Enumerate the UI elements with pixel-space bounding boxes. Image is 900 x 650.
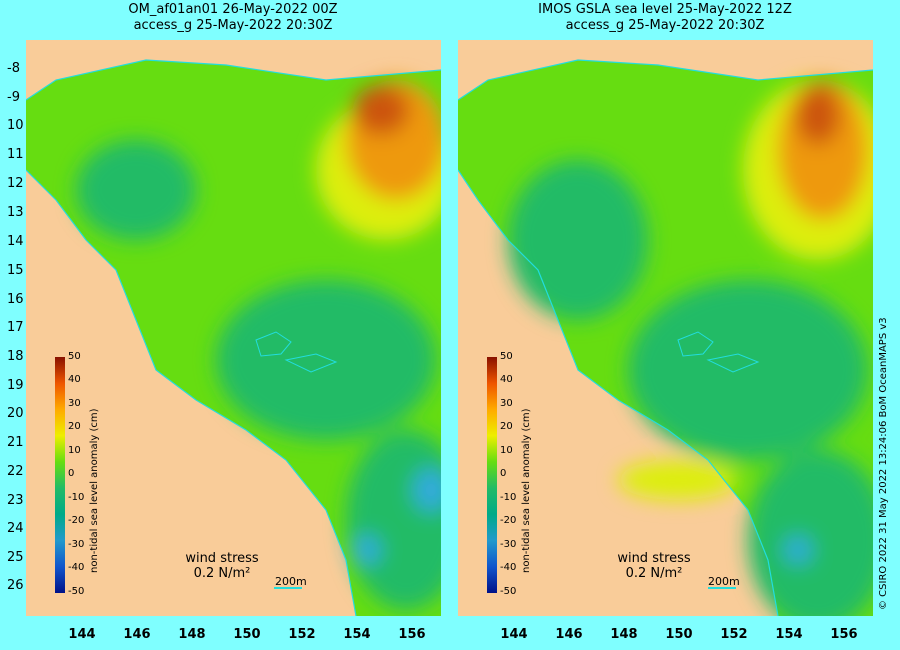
blue-anomaly xyxy=(784,536,812,564)
y-tick: 15 xyxy=(7,263,24,278)
teal-anomaly xyxy=(216,280,436,440)
left-map xyxy=(26,40,441,616)
colorbar-tick: 0 xyxy=(68,468,75,479)
y-tick: 10 xyxy=(7,118,24,133)
colorbar-tick: 50 xyxy=(68,351,81,362)
colorbar-tick: -20 xyxy=(500,515,517,526)
y-tick: 23 xyxy=(7,493,24,508)
colorbar-tick: -30 xyxy=(68,539,85,550)
colorbar-tick: -30 xyxy=(500,539,517,550)
colorbar-tick: 30 xyxy=(68,398,81,409)
y-tick: 22 xyxy=(7,464,24,479)
scale-bar xyxy=(274,587,302,589)
colorbar-tick: 20 xyxy=(500,421,513,432)
y-tick: 26 xyxy=(7,578,24,593)
colorbar-tick: 10 xyxy=(68,445,81,456)
x-tick: 148 xyxy=(610,627,638,642)
teal-anomaly xyxy=(508,160,648,320)
colorbar-tick: 30 xyxy=(500,398,513,409)
left-title: OM_af01an01 26-May-2022 00Z access_g 25-… xyxy=(33,2,433,34)
x-tick: 144 xyxy=(500,627,528,642)
y-tick: 24 xyxy=(7,521,24,536)
colorbar-tick: 0 xyxy=(500,468,507,479)
y-tick: 20 xyxy=(7,406,24,421)
colorbar-label: non-tidal sea level anomaly (cm) xyxy=(521,408,532,573)
right-title-line2: access_g 25-May-2022 20:30Z xyxy=(565,18,765,33)
colorbar-tick: -50 xyxy=(500,586,517,597)
colorbar-tick: -40 xyxy=(68,562,85,573)
left-title-line2: access_g 25-May-2022 20:30Z xyxy=(133,18,333,33)
colorbar-tick: 40 xyxy=(68,374,81,385)
y-tick: 19 xyxy=(7,378,24,393)
red-anomaly xyxy=(796,85,840,145)
y-tick: 16 xyxy=(7,292,24,307)
colorbar-tick: -10 xyxy=(500,492,517,503)
colorbar-tick: 20 xyxy=(68,421,81,432)
x-tick: 156 xyxy=(398,627,426,642)
red-anomaly xyxy=(353,85,409,135)
wind-label: wind stress xyxy=(617,551,691,566)
right-title-line1: IMOS GSLA sea level 25-May-2022 12Z xyxy=(538,2,792,17)
colorbar-tick: 50 xyxy=(500,351,513,362)
x-tick: 156 xyxy=(830,627,858,642)
x-tick: 148 xyxy=(178,627,206,642)
y-tick: 13 xyxy=(7,205,24,220)
x-tick: 150 xyxy=(233,627,261,642)
scale-bar xyxy=(708,587,736,589)
right-scale-label: 200m xyxy=(708,575,740,588)
x-tick: 152 xyxy=(288,627,316,642)
wind-label: wind stress xyxy=(185,551,259,566)
wind-value: 0.2 N/m² xyxy=(193,566,251,581)
y-tick: 18 xyxy=(7,349,24,364)
x-tick: 152 xyxy=(720,627,748,642)
y-tick: 12 xyxy=(7,176,24,191)
y-tick: 25 xyxy=(7,550,24,565)
reef-outline xyxy=(255,331,338,373)
y-tick: 14 xyxy=(7,234,24,249)
left-scale-label: 200m xyxy=(275,575,307,588)
wind-value: 0.2 N/m² xyxy=(625,566,683,581)
x-tick: 150 xyxy=(665,627,693,642)
coastline xyxy=(26,59,441,616)
colorbar-tick: -20 xyxy=(68,515,85,526)
colorbar-tick: -10 xyxy=(68,492,85,503)
colorbar-gradient xyxy=(487,357,497,593)
sea-level-field xyxy=(458,60,873,616)
y-tick: 17 xyxy=(7,320,24,335)
y-tick: 11 xyxy=(7,147,24,162)
blue-anomaly xyxy=(351,535,381,565)
sea-level-field xyxy=(26,60,441,616)
coastline xyxy=(458,59,873,616)
blue-anomaly xyxy=(413,468,441,512)
right-wind-legend: wind stress 0.2 N/m² xyxy=(614,551,694,581)
x-tick: 146 xyxy=(555,627,583,642)
credit-text: © CSIRO 2022 31 May 2022 13:24:06 BoM Oc… xyxy=(878,317,889,610)
x-tick: 154 xyxy=(343,627,371,642)
x-tick: 154 xyxy=(775,627,803,642)
teal-anomaly xyxy=(628,280,868,460)
colorbar-label: non-tidal sea level anomaly (cm) xyxy=(89,408,100,573)
yellow-anomaly xyxy=(618,460,738,500)
teal-anomaly xyxy=(748,450,873,616)
teal-anomaly xyxy=(76,140,196,240)
colorbar-tick: -40 xyxy=(500,562,517,573)
right-title: IMOS GSLA sea level 25-May-2022 12Z acce… xyxy=(465,2,865,34)
colorbar-gradient xyxy=(55,357,65,593)
x-tick: 146 xyxy=(123,627,151,642)
teal-anomaly xyxy=(346,430,441,610)
colorbar-tick: 10 xyxy=(500,445,513,456)
colorbar-tick: -50 xyxy=(68,586,85,597)
reef-outline xyxy=(677,331,760,373)
colorbar-tick: 40 xyxy=(500,374,513,385)
left-wind-legend: wind stress 0.2 N/m² xyxy=(182,551,262,581)
y-tick: 21 xyxy=(7,435,24,450)
y-tick: -9 xyxy=(7,90,20,105)
right-map xyxy=(458,40,873,616)
x-tick: 144 xyxy=(68,627,96,642)
y-tick: -8 xyxy=(7,61,20,76)
left-title-line1: OM_af01an01 26-May-2022 00Z xyxy=(128,2,338,17)
